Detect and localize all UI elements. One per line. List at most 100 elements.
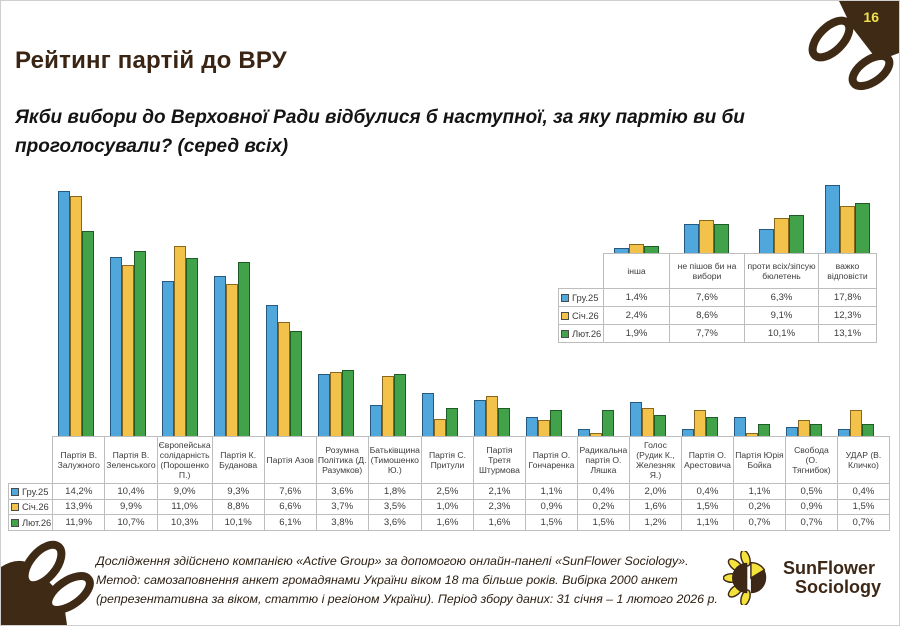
value-cell: 6,3% — [744, 288, 819, 307]
bar-Січ.26-cat5 — [278, 322, 290, 436]
bar-Січ.26-cat11 — [590, 432, 602, 436]
legend-row-label: Січ.26 — [7, 498, 54, 516]
bar-Лют.26-cat1 — [643, 245, 659, 253]
value-cell: 0,9% — [784, 498, 838, 516]
value-cell: 1,2% — [628, 514, 682, 531]
bar-Гру.25-cat1 — [613, 247, 629, 253]
value-cell: 1,5% — [680, 498, 734, 516]
value-cell: 0,9% — [524, 498, 578, 516]
value-cell: 0,4% — [576, 483, 630, 500]
category-header: Батьківщина (Тимошенко Ю.) — [367, 436, 422, 484]
category-header: Партія К. Буданова — [211, 436, 265, 484]
sunflower-sociology-logo: SunFlower Sociology — [722, 551, 881, 605]
bar-Січ.26-cat13 — [694, 410, 706, 436]
bar-Січ.26-cat16 — [850, 410, 862, 436]
bar-Лют.26-cat15 — [810, 423, 822, 436]
value-cell: 7,6% — [669, 288, 745, 307]
value-cell: 6,6% — [263, 498, 317, 516]
value-cell: 3,8% — [315, 514, 369, 531]
value-cell: 10,1% — [744, 324, 819, 343]
value-cell: 1,4% — [603, 288, 670, 307]
bar-Гру.25-cat10 — [526, 417, 538, 436]
value-cell: 2,5% — [420, 483, 474, 500]
table-corner-blank — [9, 437, 53, 484]
inset-bar-chart — [558, 183, 876, 253]
page-title: Рейтинг партій до ВРУ — [15, 47, 287, 75]
value-cell: 10,3% — [156, 514, 213, 531]
value-cell: 17,8% — [818, 288, 877, 307]
bar-Лют.26-cat10 — [550, 410, 562, 436]
value-cell: 13,9% — [52, 498, 106, 516]
value-cell: 11,0% — [156, 498, 213, 516]
value-cell: 3,7% — [315, 498, 369, 516]
bar-Січ.26-cat10 — [538, 420, 550, 436]
value-cell: 1,6% — [628, 498, 682, 516]
bar-Гру.25-cat15 — [786, 427, 798, 436]
bar-Лют.26-cat13 — [706, 417, 718, 436]
bar-Гру.25-cat2 — [110, 256, 122, 436]
value-cell: 2,0% — [628, 483, 682, 500]
value-cell: 14,2% — [52, 483, 106, 500]
bar-Гру.25-cat8 — [422, 392, 434, 436]
value-cell: 0,5% — [784, 483, 838, 500]
bar-Лют.26-cat6 — [342, 370, 354, 436]
bar-Лют.26-cat5 — [290, 330, 302, 436]
bar-Лют.26-cat11 — [602, 410, 614, 436]
value-cell: 1,5% — [836, 498, 890, 516]
value-cell: 12,3% — [818, 306, 877, 325]
bar-Лют.26-cat14 — [758, 423, 770, 436]
bar-Гру.25-cat4 — [214, 275, 226, 436]
inset-results-table: інша не пішов би на вибори проти всіх/зіпс… — [558, 253, 877, 343]
value-cell: 0,2% — [732, 498, 786, 516]
bar-Гру.25-cat9 — [474, 399, 486, 436]
value-cell: 13,1% — [818, 324, 877, 343]
bar-Лют.26-cat1 — [82, 230, 94, 436]
category-header: Партія Третя Штурмова — [472, 436, 526, 484]
category-header: Партія В. Зеленського — [104, 436, 158, 484]
main-results-table: Партія В. Залужного Партія В. Зеленського… — [7, 436, 890, 531]
page-number: 16 — [863, 9, 879, 25]
bar-Лют.26-cat12 — [654, 415, 666, 436]
bar-Гру.25-cat6 — [318, 373, 330, 436]
bar-Лют.26-cat4 — [238, 261, 250, 436]
bar-Лют.26-cat7 — [394, 373, 406, 436]
value-cell: 9,0% — [156, 483, 213, 500]
category-header: інша — [603, 253, 670, 289]
corner-petals-decoration-top-right — [808, 1, 899, 91]
legend-swatch-icon — [561, 312, 569, 320]
bar-Лют.26-cat9 — [498, 408, 510, 436]
value-cell: 9,9% — [104, 498, 158, 516]
value-cell: 7,6% — [263, 483, 317, 500]
value-cell: 10,1% — [211, 514, 265, 531]
bar-Гру.25-cat3 — [758, 229, 774, 253]
value-cell: 6,1% — [263, 514, 317, 531]
logo-text: SunFlower Sociology — [783, 558, 881, 598]
legend-row-label: Гру.25 — [7, 483, 54, 500]
bar-Січ.26-cat15 — [798, 420, 810, 436]
bar-Січ.26-cat3 — [773, 218, 789, 253]
legend-swatch-icon — [11, 518, 19, 527]
category-header: Партія С. Притули — [420, 436, 474, 484]
value-cell: 3,5% — [367, 498, 422, 516]
bar-Гру.25-cat11 — [578, 429, 590, 436]
value-cell: 10,7% — [104, 514, 158, 531]
legend-swatch-icon — [561, 330, 569, 338]
bar-Січ.26-cat2 — [122, 265, 134, 436]
bar-Лют.26-cat2 — [134, 251, 146, 436]
bar-Січ.26-cat7 — [382, 375, 394, 436]
value-cell: 1,9% — [603, 324, 670, 343]
bar-Січ.26-cat12 — [642, 408, 654, 436]
category-header: Радикальна партія О. Ляшка — [576, 436, 630, 484]
value-cell: 3,6% — [315, 483, 369, 500]
bar-Гру.25-cat4 — [824, 185, 840, 253]
value-cell: 1,1% — [524, 483, 578, 500]
category-header: важко відповісти — [818, 253, 877, 289]
bar-Гру.25-cat1 — [58, 191, 70, 436]
value-cell: 1,1% — [732, 483, 786, 500]
value-cell: 10,4% — [104, 483, 158, 500]
legend-row-label: Лют.26 — [7, 514, 54, 531]
legend-swatch-icon — [11, 487, 19, 496]
bar-Січ.26-cat1 — [70, 196, 82, 436]
category-header: УДАР (В. Кличко) — [836, 436, 890, 484]
corner-petals-decoration-bottom-left — [1, 540, 94, 625]
